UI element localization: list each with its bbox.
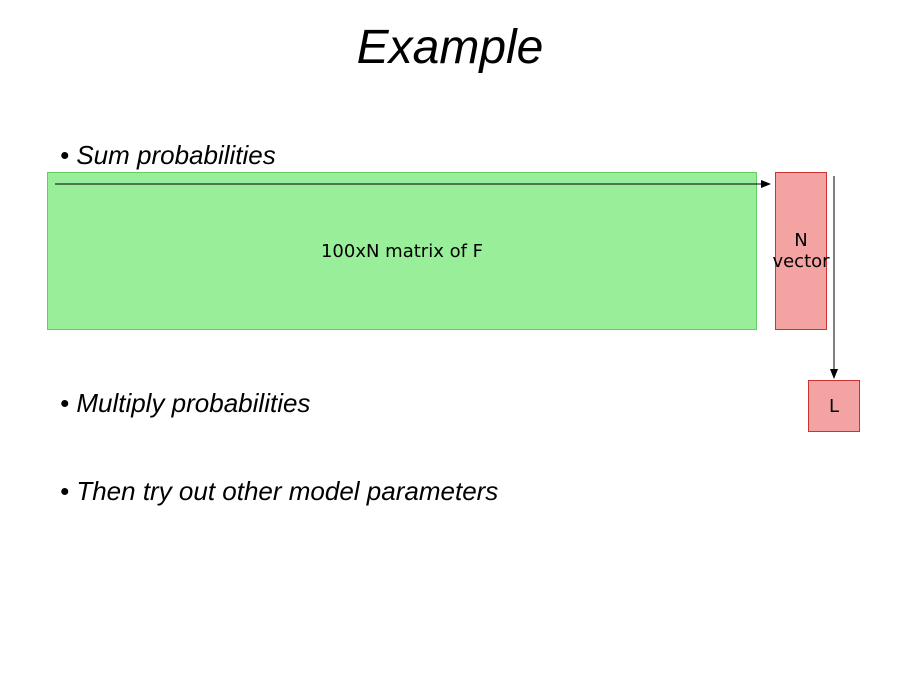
matrix-label: 100xN matrix of F xyxy=(321,241,483,262)
n-vector-box: N vector xyxy=(775,172,827,330)
slide: Example Sum probabilities Multiply proba… xyxy=(0,0,900,675)
arrows-layer xyxy=(0,0,900,675)
bullet-sum: Sum probabilities xyxy=(60,140,276,171)
slide-title: Example xyxy=(0,20,900,75)
l-label: L xyxy=(829,396,839,417)
bullet-multiply: Multiply probabilities xyxy=(60,388,310,419)
matrix-box: 100xN matrix of F xyxy=(47,172,757,330)
l-box: L xyxy=(808,380,860,432)
n-vector-label: N vector xyxy=(772,230,829,272)
bullet-params: Then try out other model parameters xyxy=(60,476,498,507)
